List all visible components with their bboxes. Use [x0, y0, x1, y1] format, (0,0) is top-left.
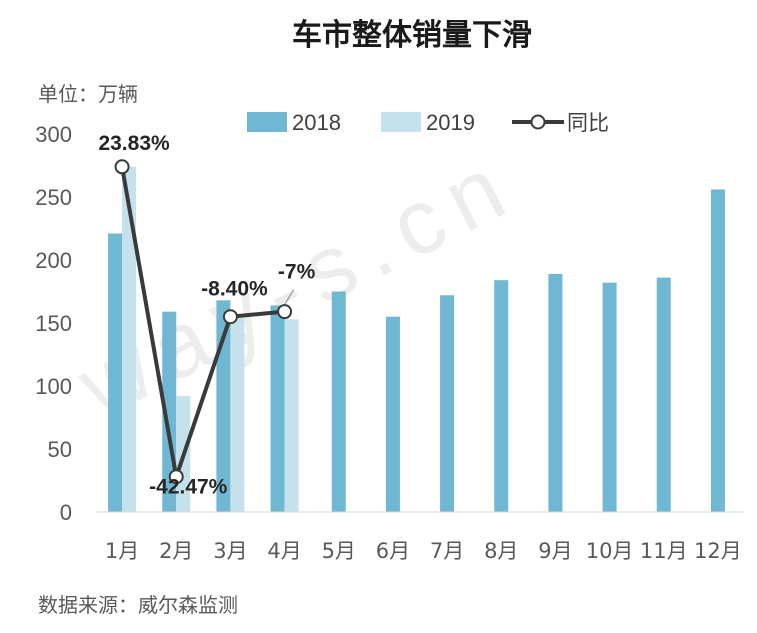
- legend-swatch-2018: [247, 112, 287, 132]
- y-tick-label: 100: [35, 374, 72, 399]
- bar-2018: [440, 295, 455, 512]
- source-label: 数据来源：威尔森监测: [38, 593, 238, 617]
- yoy-point: [114, 159, 130, 175]
- x-axis: 1月 2月 3月 4月 5月 6月 7月 8月 9月 10月 11月 12月: [105, 539, 742, 563]
- y-axis: 0 50 100 150 200 250 300: [35, 122, 72, 525]
- x-tick-label: 6月: [376, 539, 410, 563]
- bar-2018: [270, 305, 285, 512]
- x-tick-label: 5月: [322, 539, 356, 563]
- yoy-point: [168, 469, 184, 485]
- bar-2018: [494, 280, 509, 512]
- x-tick-label: 12月: [694, 539, 742, 563]
- y-tick-label: 50: [48, 437, 72, 462]
- y-tick-label: 150: [35, 311, 72, 336]
- yoy-data-label: -42.47%: [149, 476, 228, 499]
- x-tick-label: 11月: [640, 539, 688, 563]
- unit-label: 单位：万辆: [38, 82, 138, 106]
- yoy-line: [120, 166, 285, 479]
- bar-2019: [122, 166, 137, 512]
- chart-title: 车市整体销量下滑: [292, 18, 532, 53]
- yoy-data-label: -8.40%: [201, 278, 268, 301]
- x-tick-label: 4月: [267, 539, 301, 563]
- x-tick-label: 9月: [538, 539, 572, 563]
- bar-2019: [230, 317, 245, 512]
- x-tick-label: 10月: [586, 539, 634, 563]
- label-leader-line: [284, 289, 295, 305]
- yoy-point: [222, 309, 238, 325]
- y-tick-label: 0: [60, 500, 72, 525]
- y-tick-label: 300: [35, 122, 72, 147]
- x-tick-label: 1月: [105, 539, 139, 563]
- bar-2018: [108, 233, 123, 513]
- bar-2018: [710, 189, 725, 512]
- yoy-point: [277, 304, 293, 320]
- yoy-line-series: 23.83% -42.47% -8.40% -7%: [98, 132, 315, 499]
- bar-2018: [385, 316, 400, 512]
- bar-2018: [602, 282, 617, 512]
- legend-label-2019: 2019: [426, 110, 475, 135]
- legend: 2018 2019 同比: [247, 110, 609, 135]
- x-tick-label: 2月: [159, 539, 193, 563]
- y-tick-label: 250: [35, 185, 72, 210]
- yoy-data-label: -7%: [278, 261, 316, 284]
- x-tick-label: 8月: [484, 539, 518, 563]
- yoy-data-label: 23.83%: [98, 132, 170, 155]
- x-tick-label: 7月: [430, 539, 464, 563]
- legend-label-yoy: 同比: [567, 111, 609, 135]
- bar-2018: [548, 273, 563, 512]
- legend-label-2018: 2018: [292, 110, 341, 135]
- x-tick-label: 3月: [213, 539, 247, 563]
- bar-2019: [284, 319, 299, 512]
- bar-2018: [656, 277, 671, 512]
- legend-swatch-2019: [381, 112, 421, 132]
- y-tick-label: 200: [35, 248, 72, 273]
- bar-2018: [331, 291, 346, 512]
- legend-marker-yoy: [530, 114, 546, 130]
